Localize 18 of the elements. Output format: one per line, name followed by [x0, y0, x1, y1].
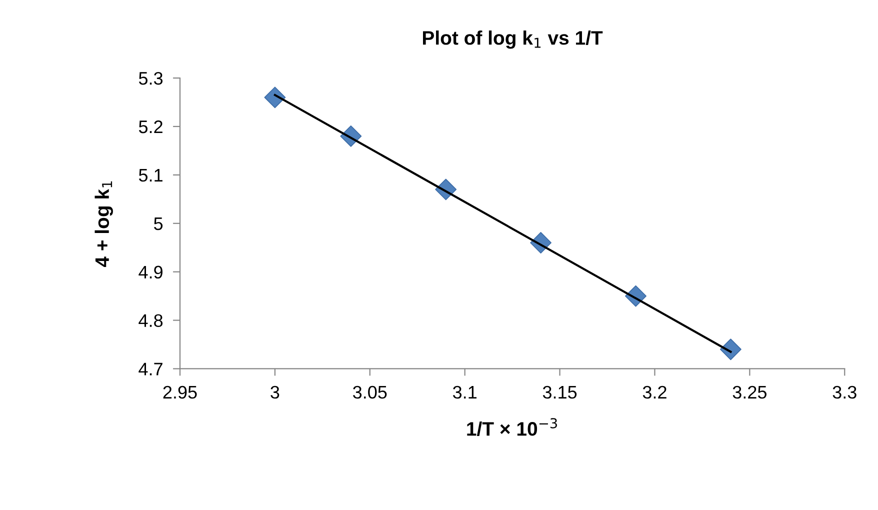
x-tick-label: 2.95: [163, 386, 197, 399]
x-tick-label: 3.2: [642, 386, 666, 399]
y-tick-label: 5: [154, 218, 163, 230]
chart-title: Plot of log k$_{1}$ vs 1/T: [423, 30, 603, 49]
y-tick-label: 5.3: [138, 72, 163, 85]
x-tick-label: 3.1: [452, 386, 477, 399]
x-axis-title: 1/T × 10$^{−3}$: [467, 418, 557, 436]
y-axis-title: 4 + log k$_{1}$: [94, 181, 113, 268]
y-tick-label: 4.7: [138, 362, 162, 376]
x-tick-label: 3.3: [832, 386, 856, 399]
y-tick-label: 5.2: [138, 120, 162, 134]
x-tick-label: 3.05: [353, 386, 387, 399]
y-tick-label: 4.8: [138, 314, 163, 327]
x-tick-label: 3.15: [542, 386, 577, 399]
y-tick-label: 5.1: [138, 169, 162, 182]
y-tick-label: 4.9: [138, 266, 162, 279]
x-tick-label: 3.25: [732, 386, 766, 399]
x-tick-label: 3: [270, 386, 280, 399]
